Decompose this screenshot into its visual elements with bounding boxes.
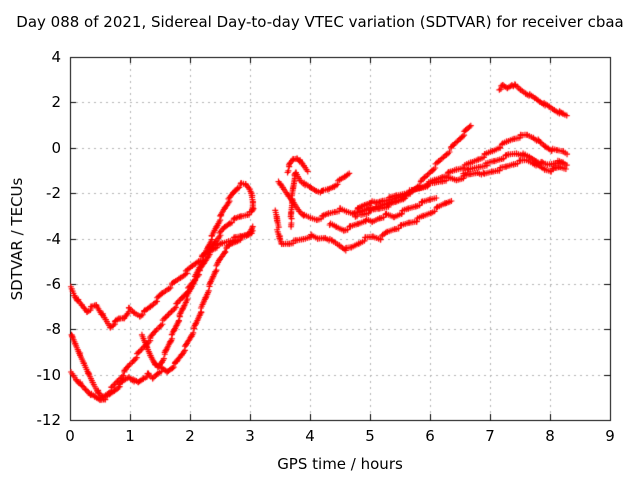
x-axis-label: GPS time / hours	[0, 455, 640, 473]
y-tick-label: 2	[51, 93, 61, 112]
x-axis-label-text: GPS time / hours	[277, 455, 403, 473]
x-tick-label: 0	[65, 427, 75, 445]
chart-title: Day 088 of 2021, Sidereal Day-to-day VTE…	[16, 13, 624, 31]
x-tick-label: 1	[125, 427, 135, 445]
y-tick-label: -12	[36, 411, 62, 429]
y-tick-label: -2	[46, 184, 61, 203]
x-tick-label: 5	[365, 427, 375, 445]
x-tick-label: 7	[485, 427, 495, 445]
y-tick-label: 4	[51, 48, 61, 66]
y-tick-label: -8	[46, 320, 61, 339]
y-tick-label: -4	[46, 229, 61, 248]
y-tick-label: 0	[51, 138, 61, 157]
x-tick-label: 3	[245, 427, 255, 445]
x-tick-label: 2	[185, 427, 195, 445]
x-tick-label: 4	[305, 427, 315, 445]
x-tick-label: 9	[605, 427, 615, 445]
x-tick-label: 8	[545, 427, 555, 445]
y-tick-label: -10	[36, 365, 62, 384]
x-tick-label: 6	[425, 427, 435, 445]
y-tick-label: -6	[46, 274, 61, 293]
